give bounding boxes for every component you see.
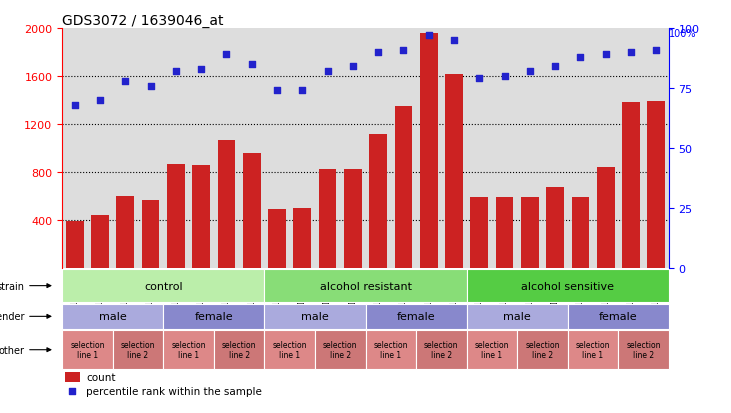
Text: male: male [504,311,531,322]
Text: selection
line 1: selection line 1 [70,341,105,359]
Point [246,62,257,68]
Text: selection
line 2: selection line 2 [626,341,661,359]
Bar [62,269,265,303]
Bar [572,198,589,268]
Bar [116,197,135,268]
Bar [344,169,362,268]
Text: selection
line 1: selection line 1 [576,341,610,359]
Text: female: female [397,311,436,322]
Bar [416,331,466,369]
Point [448,38,460,44]
Point [119,78,131,85]
Bar [62,331,113,369]
Text: selection
line 2: selection line 2 [221,341,257,359]
Text: selection
line 1: selection line 1 [374,341,408,359]
Point [145,83,156,90]
Bar [218,140,235,268]
Bar [471,198,488,268]
Bar [319,169,336,268]
Text: selection
line 1: selection line 1 [171,341,206,359]
Text: gender: gender [0,311,25,322]
Bar [192,166,210,268]
Text: female: female [599,311,637,322]
Bar [466,331,518,369]
Bar [163,304,265,329]
Bar [268,210,286,268]
Bar [167,164,185,268]
Bar [315,331,366,369]
Bar [369,134,387,268]
Text: selection
line 1: selection line 1 [474,341,510,359]
Point [625,50,637,56]
Text: alcohol resistant: alcohol resistant [319,281,412,291]
Point [69,102,80,109]
Text: count: count [86,372,116,382]
Point [474,76,485,83]
Bar [568,304,669,329]
Bar [265,304,366,329]
Point [499,74,510,80]
Text: selection
line 1: selection line 1 [273,341,307,359]
Point [453,327,465,333]
Point [651,47,662,54]
Point [347,64,359,71]
Bar [596,168,615,268]
Bar [62,304,163,329]
Bar [420,34,438,268]
Text: female: female [194,311,233,322]
Point [271,88,283,95]
Point [524,69,536,75]
Bar [265,331,315,369]
Text: alcohol sensitive: alcohol sensitive [521,281,614,291]
Point [549,64,561,71]
Text: selection
line 2: selection line 2 [121,341,155,359]
Bar [546,187,564,268]
Bar [163,331,213,369]
Point [170,69,182,75]
Point [297,88,308,95]
Point [322,69,333,75]
Bar [265,269,466,303]
Bar [466,304,568,329]
Point [372,50,384,56]
Bar [496,198,513,268]
Point [195,66,207,73]
Bar [91,216,109,268]
Text: selection
line 2: selection line 2 [323,341,357,359]
Bar [65,373,80,382]
Point [94,97,106,104]
Bar [213,331,265,369]
Bar [521,198,539,268]
Bar [66,222,83,268]
Bar [243,154,260,268]
Bar [622,103,640,268]
Bar [518,331,568,369]
Bar [395,107,412,268]
Bar [618,331,669,369]
Bar [568,331,618,369]
Point [423,33,434,39]
Point [221,52,232,59]
Text: male: male [99,311,126,322]
Text: GDS3072 / 1639046_at: GDS3072 / 1639046_at [62,14,224,28]
Bar [648,102,665,268]
Bar [466,269,669,303]
Text: strain: strain [0,281,25,291]
Bar [366,304,466,329]
Point [398,47,409,54]
Point [575,55,586,61]
Text: other: other [0,345,25,355]
Text: selection
line 2: selection line 2 [525,341,560,359]
Bar [113,331,163,369]
Text: percentile rank within the sample: percentile rank within the sample [86,386,262,396]
Text: 100%: 100% [669,29,697,39]
Text: control: control [144,281,183,291]
Point [600,52,612,59]
Bar [142,200,159,268]
Bar [293,209,311,268]
Text: selection
line 2: selection line 2 [424,341,458,359]
Bar [445,74,463,268]
Bar [366,331,416,369]
Text: male: male [301,311,329,322]
